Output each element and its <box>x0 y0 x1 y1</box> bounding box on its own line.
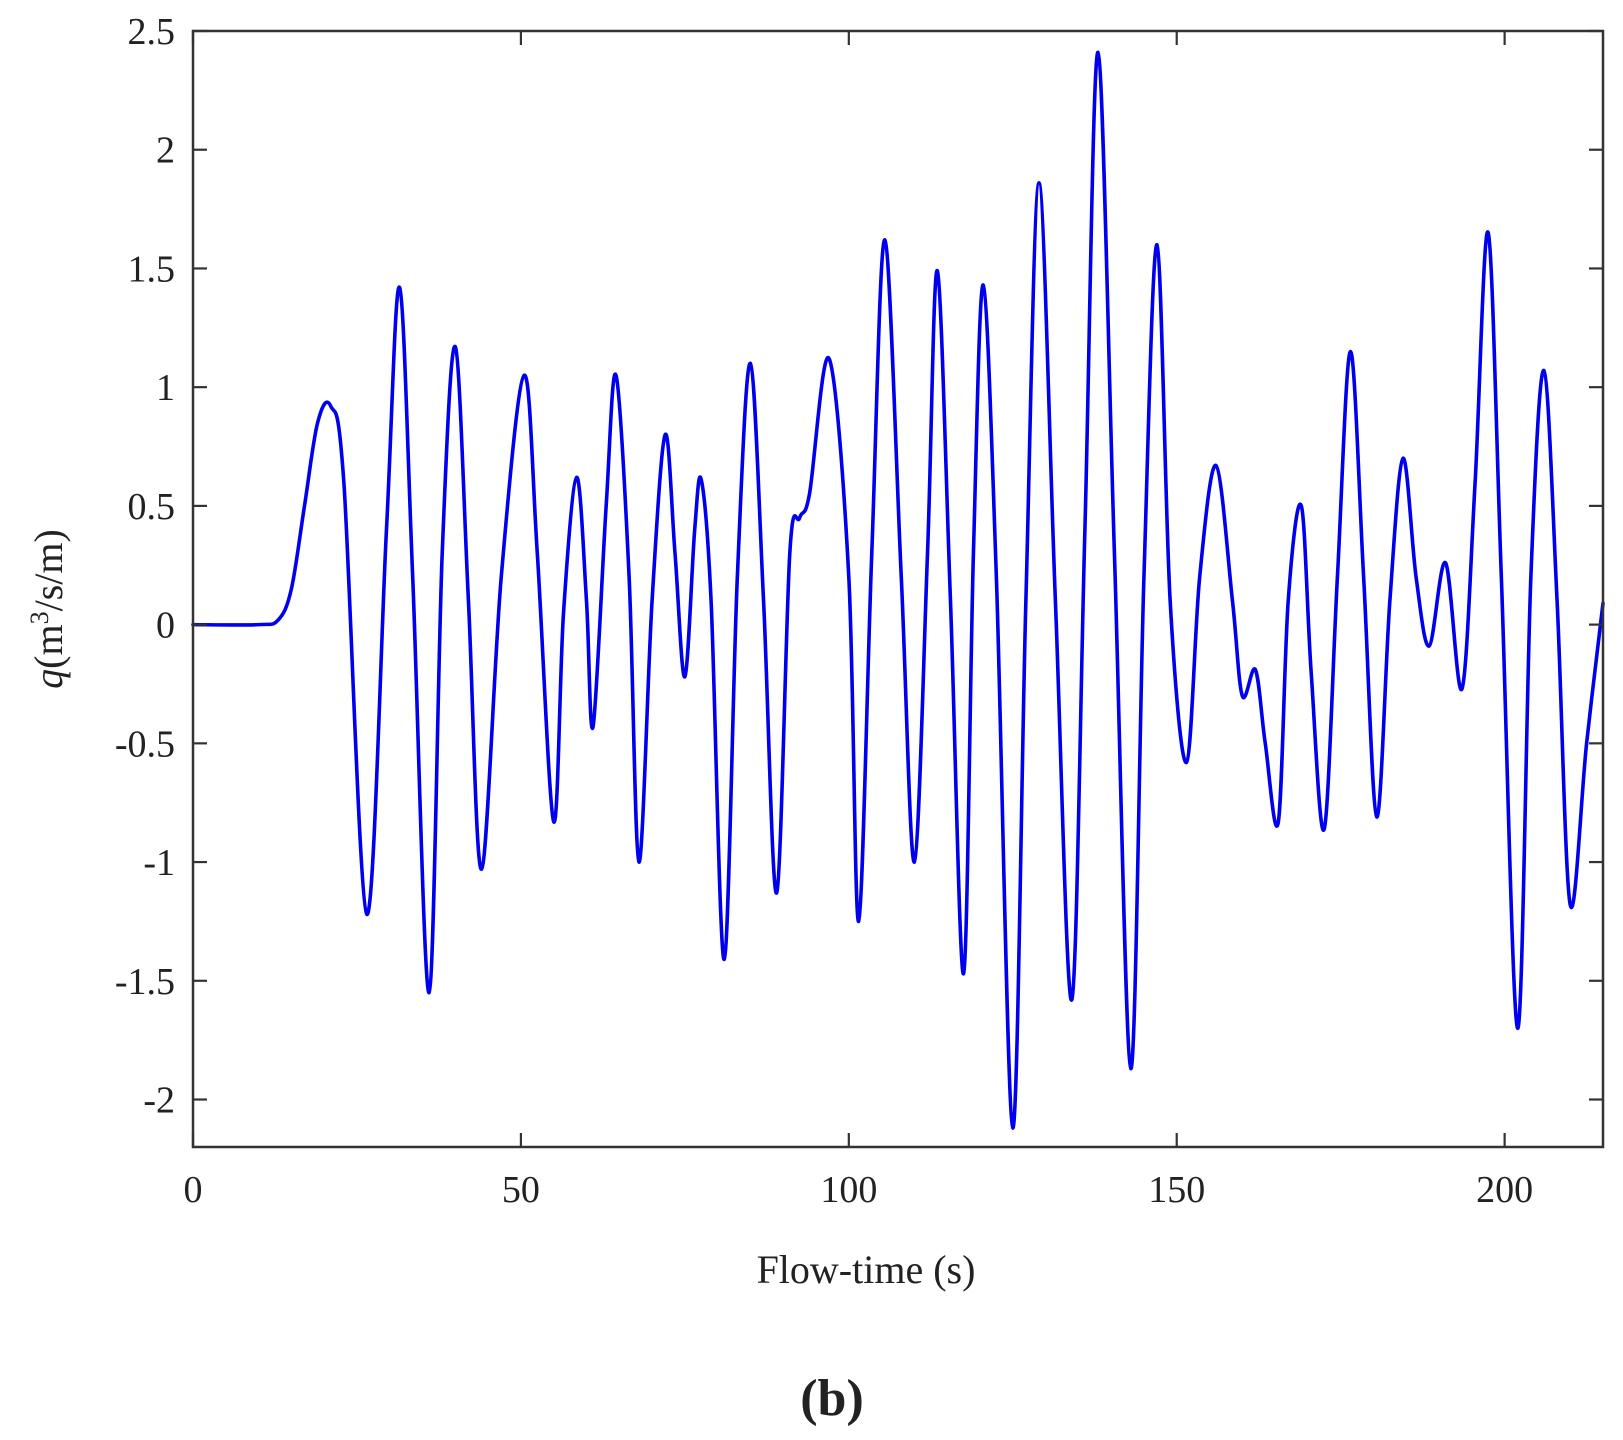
y-tick-label: -0.5 <box>115 723 175 765</box>
axis-ticks <box>191 29 1603 1147</box>
y-axis-label-unit-exponent: 3 <box>25 611 54 624</box>
y-tick-label: 2 <box>156 130 175 172</box>
axes-box <box>191 29 1605 1149</box>
y-tick-label: 0 <box>156 605 175 647</box>
panel-label: (b) <box>800 1370 864 1427</box>
y-tick-label: 1.5 <box>128 248 176 290</box>
y-axis-label-unit-close: /s/m) <box>26 529 71 611</box>
series-line-0 <box>191 50 1605 1130</box>
tick-labels: 0 50 100 150 200 2.5 2 1.5 1 0.5 0 -0.5 -1 -1.5 -2 <box>115 11 1533 1211</box>
y-axis-label-unit-open: (m <box>26 624 71 668</box>
x-tick-label: 150 <box>1148 1169 1205 1211</box>
y-tick-label: 2.5 <box>128 11 176 53</box>
x-tick-label: 0 <box>184 1169 203 1211</box>
y-tick-label: -2 <box>143 1080 175 1122</box>
y-axis-label-symbol: q <box>26 669 71 689</box>
y-tick-label: -1.5 <box>115 961 175 1003</box>
plot-area <box>191 29 1605 1149</box>
y-tick-label: 0.5 <box>128 486 176 528</box>
y-tick-label: -1 <box>143 842 175 884</box>
x-tick-label: 100 <box>820 1169 877 1211</box>
y-tick-label: 1 <box>156 367 175 409</box>
x-tick-label: 50 <box>502 1169 540 1211</box>
x-tick-label: 200 <box>1476 1169 1533 1211</box>
x-axis-label: Flow-time (s) <box>757 1247 976 1292</box>
y-axis-label: q(m3/s/m) <box>25 529 71 689</box>
